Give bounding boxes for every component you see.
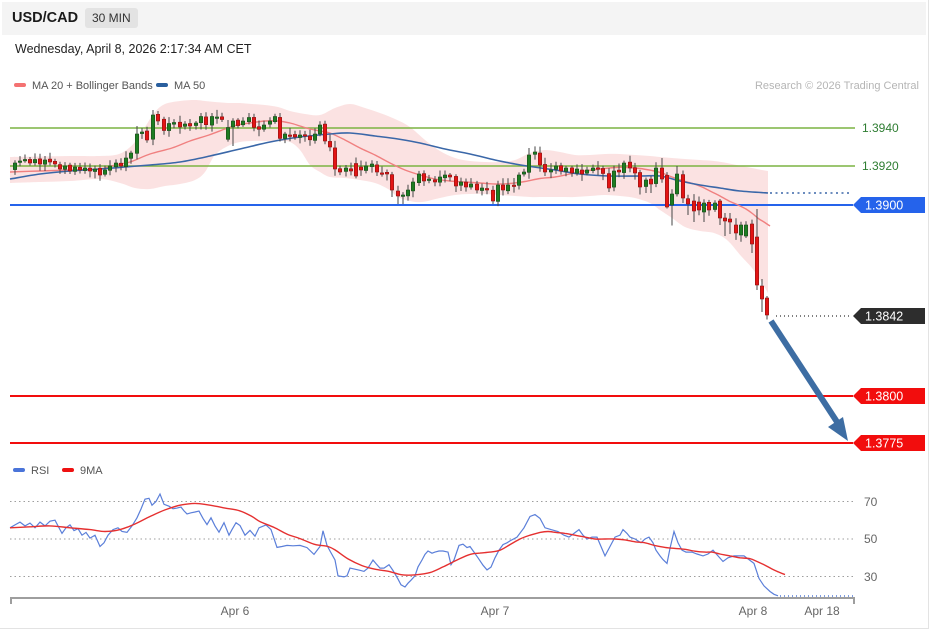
svg-text:30: 30	[864, 570, 878, 584]
svg-text:50: 50	[864, 532, 878, 546]
svg-text:1.3775: 1.3775	[865, 437, 903, 451]
svg-text:Apr 6: Apr 6	[221, 604, 250, 618]
svg-text:1.3900: 1.3900	[865, 199, 903, 213]
svg-text:1.3940: 1.3940	[862, 121, 899, 135]
svg-text:Apr 8: Apr 8	[739, 604, 768, 618]
svg-text:70: 70	[864, 495, 878, 509]
svg-text:Apr 7: Apr 7	[481, 604, 510, 618]
svg-text:Apr 18: Apr 18	[804, 604, 840, 618]
svg-text:1.3920: 1.3920	[862, 159, 899, 173]
svg-text:1.3800: 1.3800	[865, 390, 903, 404]
svg-text:1.3842: 1.3842	[865, 310, 903, 324]
